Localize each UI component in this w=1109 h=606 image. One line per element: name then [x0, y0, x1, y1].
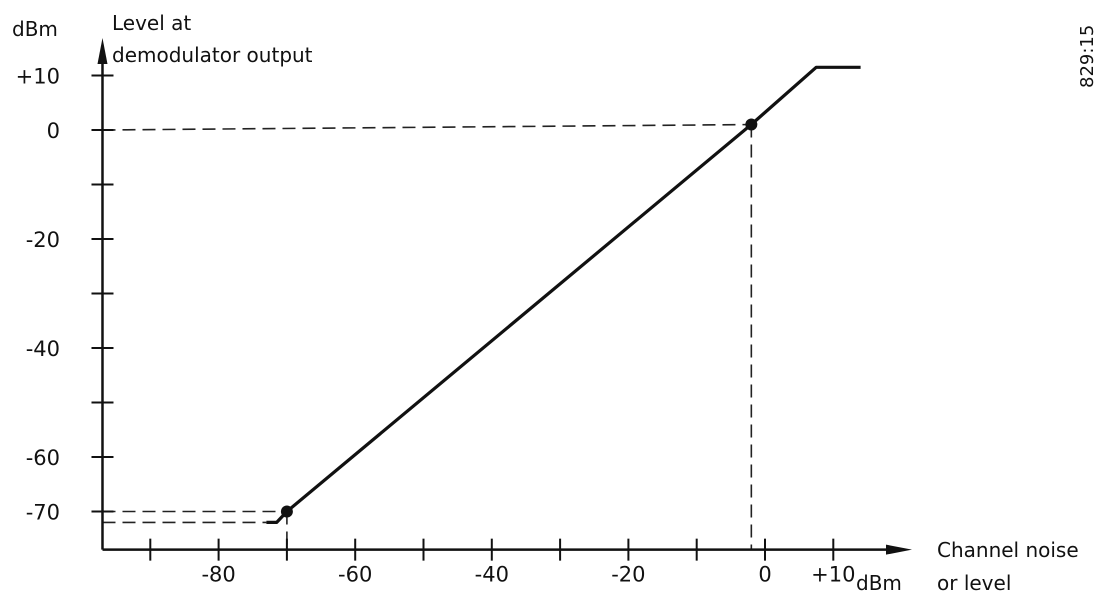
y-tick-label: -60 — [26, 446, 60, 470]
series — [266, 65, 861, 525]
x-axis-title-line-1: Channel noise — [937, 538, 1079, 562]
y-tick-label: -70 — [26, 501, 60, 525]
x-tick-label: -80 — [201, 563, 235, 587]
x-axis-arrowhead — [886, 544, 912, 555]
marked-point — [745, 118, 758, 131]
y-tick-label: -20 — [26, 228, 60, 252]
figure-code: 829:15 — [1077, 25, 1098, 88]
marked-points — [280, 118, 758, 518]
reference-lines — [102, 123, 753, 550]
y-axis-unit: dBm — [12, 17, 58, 41]
x-ticks: -80 -60 -40 -20 0 +10 — [149, 538, 855, 587]
y-axis-title-line-2: demodulator output — [112, 43, 313, 67]
y-axis-title-line-1: Level at — [112, 11, 191, 35]
x-axis-title-line-2: or level — [937, 571, 1011, 595]
x-tick-label: -40 — [475, 563, 509, 587]
marked-point — [280, 505, 293, 518]
y-tick-label: +10 — [16, 65, 60, 89]
axes — [97, 38, 912, 555]
x-axis-unit: dBm — [856, 571, 902, 595]
y-axis-arrowhead — [97, 38, 108, 64]
y-tick-label: 0 — [47, 119, 60, 143]
y-tick-label: -40 — [26, 337, 60, 361]
y-ticks: +10 0 -20 -40 -60 -70 — [16, 65, 114, 525]
series-line — [266, 65, 861, 525]
x-tick-label: 0 — [758, 563, 771, 587]
reference-dashed-line — [102, 123, 752, 131]
x-tick-label: -20 — [611, 563, 645, 587]
x-tick-label: +10 — [811, 563, 855, 587]
x-tick-label: -60 — [338, 563, 372, 587]
